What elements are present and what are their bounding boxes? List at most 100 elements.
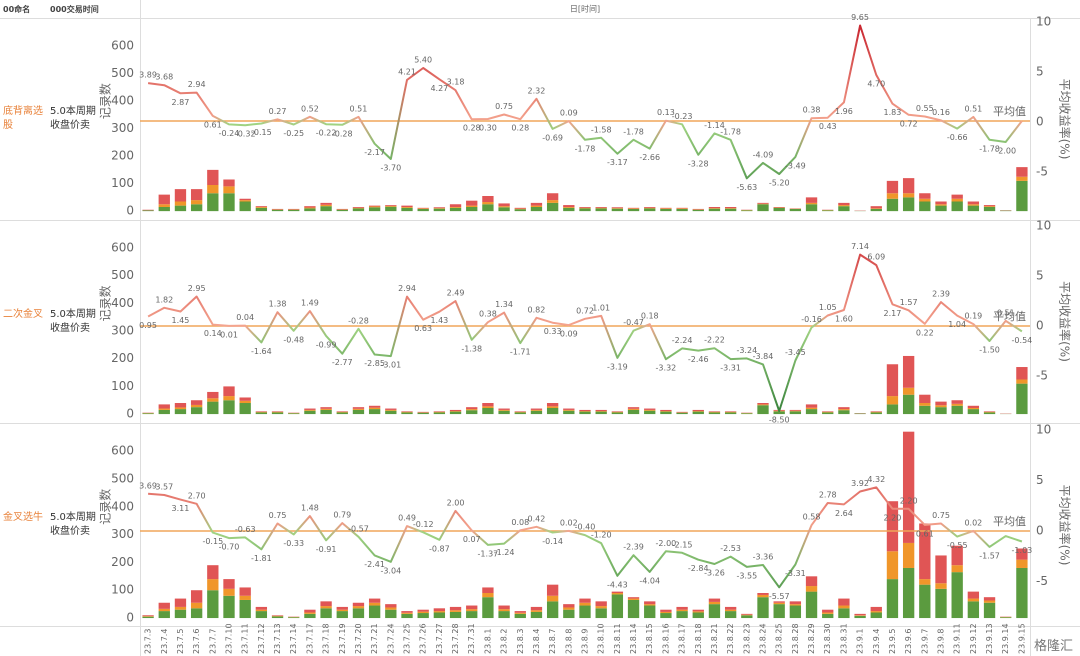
data-label: 0.09: [560, 330, 578, 339]
y-tick-label: 0: [126, 407, 134, 421]
bar-segment: [1016, 367, 1028, 380]
bar-segment: [983, 411, 996, 413]
bar-segment: [967, 204, 980, 206]
bar-segment: [223, 588, 235, 596]
bar-segment: [466, 611, 478, 619]
bar-segment: [919, 193, 931, 199]
bar-segment: [449, 610, 462, 612]
bar-segment: [870, 206, 882, 209]
bar-segment: [870, 412, 882, 415]
bar-segment: [546, 601, 559, 619]
bar-segment: [207, 398, 219, 402]
bar-segment: [320, 409, 332, 415]
bar-segment: [563, 207, 575, 212]
bar-segment: [757, 204, 769, 212]
bar-segment: [627, 598, 640, 600]
bar-segment: [304, 612, 316, 614]
x-tick-label: 23.7.13: [273, 623, 282, 654]
bar-segment: [660, 208, 672, 209]
bar-segment: [142, 413, 154, 415]
bar-segment: [385, 409, 397, 411]
x-tick-label: 23.9.7: [920, 629, 929, 654]
bar-segment: [822, 412, 834, 415]
bar-segment: [385, 206, 397, 212]
bar-segment: [255, 206, 268, 207]
bar-segment: [255, 609, 268, 612]
bar-segment: [304, 207, 316, 209]
bar-segment: [466, 207, 478, 212]
bar-segment: [951, 572, 963, 619]
bar-segment: [579, 208, 591, 212]
data-label: 4.32: [867, 475, 885, 484]
bar-segment: [579, 605, 591, 619]
bar-segment: [676, 611, 688, 619]
data-label: -1.81: [251, 554, 272, 563]
bar-segment: [514, 207, 526, 209]
bar-segment: [789, 604, 802, 606]
bar-segment: [223, 386, 235, 397]
bar-segment: [692, 208, 704, 210]
bar-segment: [449, 411, 462, 412]
bar-segment: [336, 609, 348, 612]
return-line: [147, 253, 1023, 412]
data-label: 6.09: [867, 253, 885, 262]
bar-segment: [660, 411, 672, 412]
bar-segment: [401, 613, 413, 619]
bar-segment: [1016, 559, 1028, 568]
data-label: 0.82: [528, 305, 546, 314]
bar-segment: [498, 203, 510, 207]
bar-segment: [158, 207, 170, 212]
bar-segment: [207, 169, 219, 185]
bar-segment: [838, 410, 850, 415]
bar-segment: [660, 609, 672, 612]
y-tick-label: 500: [111, 471, 134, 485]
x-tick-label: 23.8.7: [548, 629, 557, 654]
bar-segment: [174, 609, 187, 619]
data-label: 0.28: [511, 124, 529, 133]
bar-segment: [174, 409, 187, 415]
bar-segment: [854, 613, 866, 616]
bar-segment: [595, 601, 607, 607]
bar-segment: [530, 205, 543, 207]
bar-segment: [417, 412, 429, 415]
data-label: 2.70: [188, 491, 206, 500]
x-tick-label: 23.9.13: [985, 623, 994, 654]
header-name: 00命名: [3, 5, 31, 14]
bar-segment: [498, 408, 510, 410]
bar-segment: [644, 408, 656, 410]
bar-segment: [304, 613, 316, 619]
bar-segment: [935, 401, 947, 406]
bar-segment: [336, 411, 348, 413]
bar-segment: [660, 411, 672, 415]
bar-segment: [385, 205, 397, 206]
data-label: 0.79: [333, 511, 351, 520]
bar-segment: [433, 208, 446, 212]
bar-segment: [255, 412, 268, 415]
bar-segment: [255, 606, 268, 610]
x-tick-label: 23.8.24: [759, 623, 768, 654]
bar-segment: [546, 403, 559, 407]
bar-segment: [368, 207, 381, 212]
y2-tick-label: 10: [1036, 423, 1051, 437]
x-tick-label: 23.7.24: [386, 623, 395, 654]
bar-segment: [579, 411, 591, 415]
bar-segment: [919, 405, 931, 415]
bar-segment: [271, 208, 284, 210]
bar-segment: [320, 608, 332, 619]
data-label: -1.03: [1012, 546, 1033, 555]
bar-segment: [142, 616, 154, 617]
bar-segment: [983, 207, 996, 212]
bar-segment: [142, 615, 154, 617]
x-tick-label: 23.7.17: [305, 623, 314, 654]
data-label: -1.20: [591, 531, 612, 540]
bar-segment: [385, 205, 397, 207]
bar-segment: [822, 411, 834, 413]
bar-segment: [676, 207, 688, 209]
bar-segment: [190, 602, 203, 609]
bar-segment: [644, 208, 656, 212]
bar-segment: [498, 206, 510, 208]
bar-segment: [304, 408, 316, 410]
bar-segment: [449, 606, 462, 611]
bar-segment: [935, 405, 947, 408]
